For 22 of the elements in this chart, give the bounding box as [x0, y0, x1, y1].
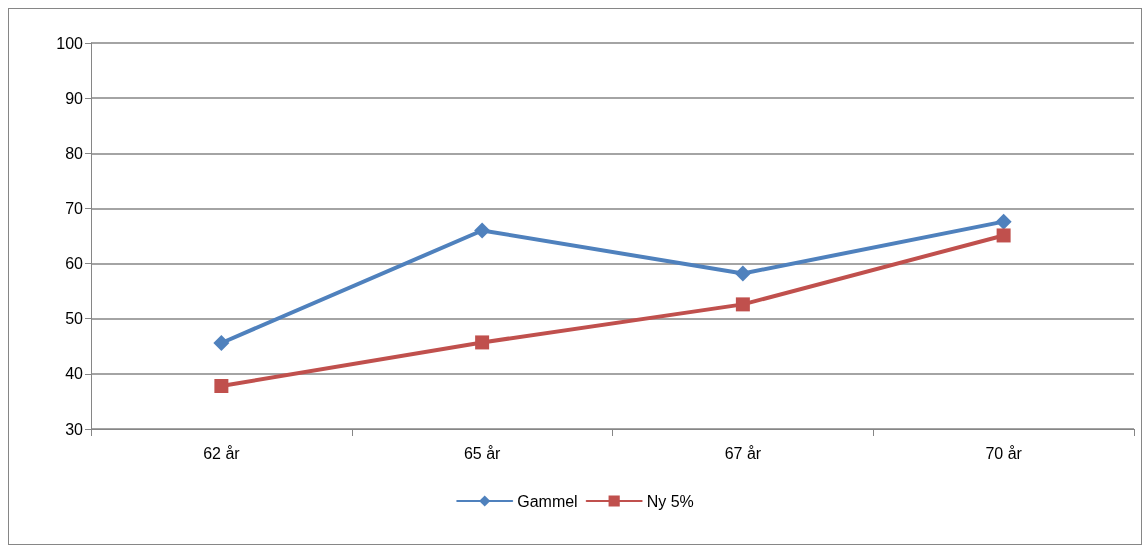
y-tick-label: 30: [65, 420, 84, 438]
y-tick-label: 90: [65, 89, 84, 107]
point: [995, 213, 1012, 230]
x-tick-label: 67 år: [724, 444, 762, 462]
point: [474, 222, 491, 239]
x-tick-label: 62 år: [203, 444, 241, 462]
point: [214, 378, 229, 393]
legend-label: Ny 5%: [646, 492, 694, 510]
y-tick-label: 80: [65, 144, 84, 162]
x-tick-label: 65 år: [463, 444, 502, 462]
x-tick-label: 70 år: [985, 444, 1023, 462]
y-tick-label: 40: [65, 365, 84, 383]
point: [996, 228, 1011, 243]
y-tick-label: 70: [65, 199, 84, 217]
point: [475, 335, 490, 350]
legend-label: Gammel: [517, 492, 578, 510]
point: [213, 334, 230, 351]
y-tick-label: 60: [65, 255, 84, 273]
y-tick-label: 50: [65, 310, 84, 328]
point: [735, 297, 750, 312]
point: [734, 265, 751, 282]
y-tick-label: 100: [56, 34, 84, 52]
